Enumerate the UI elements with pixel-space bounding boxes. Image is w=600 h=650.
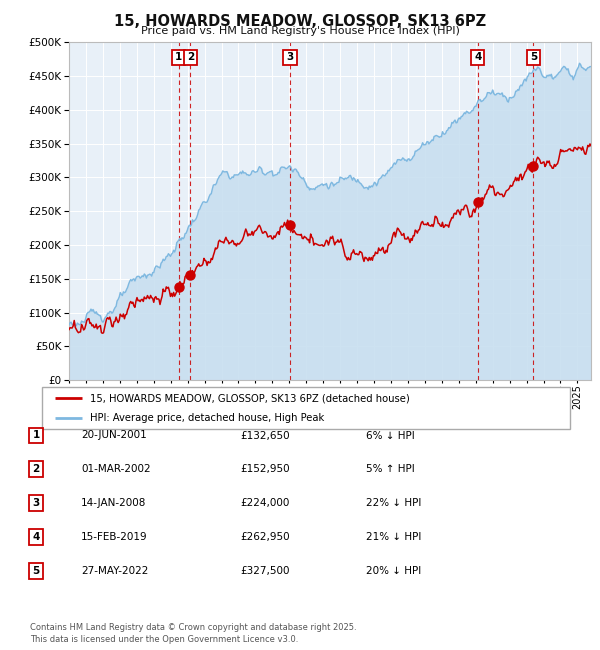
Text: £152,950: £152,950	[240, 464, 290, 474]
Text: 20% ↓ HPI: 20% ↓ HPI	[366, 566, 421, 576]
Text: Contains HM Land Registry data © Crown copyright and database right 2025.: Contains HM Land Registry data © Crown c…	[30, 623, 356, 632]
Text: 15-FEB-2019: 15-FEB-2019	[81, 532, 148, 542]
Text: 2: 2	[187, 53, 194, 62]
Text: 14-JAN-2008: 14-JAN-2008	[81, 498, 146, 508]
Text: £327,500: £327,500	[240, 566, 290, 576]
Text: 1: 1	[175, 53, 182, 62]
Text: 22% ↓ HPI: 22% ↓ HPI	[366, 498, 421, 508]
Text: Price paid vs. HM Land Registry's House Price Index (HPI): Price paid vs. HM Land Registry's House …	[140, 26, 460, 36]
Text: 5: 5	[530, 53, 537, 62]
Text: 4: 4	[474, 53, 481, 62]
Text: 3: 3	[32, 498, 40, 508]
Text: 15, HOWARDS MEADOW, GLOSSOP, SK13 6PZ: 15, HOWARDS MEADOW, GLOSSOP, SK13 6PZ	[114, 14, 486, 29]
Text: 2: 2	[32, 464, 40, 474]
Text: HPI: Average price, detached house, High Peak: HPI: Average price, detached house, High…	[89, 413, 324, 423]
Text: 20-JUN-2001: 20-JUN-2001	[81, 430, 147, 441]
Text: £224,000: £224,000	[240, 498, 289, 508]
Text: £262,950: £262,950	[240, 532, 290, 542]
Text: 5: 5	[32, 566, 40, 576]
Text: 01-MAR-2002: 01-MAR-2002	[81, 464, 151, 474]
Text: This data is licensed under the Open Government Licence v3.0.: This data is licensed under the Open Gov…	[30, 634, 298, 644]
Text: 4: 4	[32, 532, 40, 542]
Text: 5% ↑ HPI: 5% ↑ HPI	[366, 464, 415, 474]
Text: 6% ↓ HPI: 6% ↓ HPI	[366, 430, 415, 441]
Text: 1: 1	[32, 430, 40, 441]
Text: £132,650: £132,650	[240, 430, 290, 441]
Text: 15, HOWARDS MEADOW, GLOSSOP, SK13 6PZ (detached house): 15, HOWARDS MEADOW, GLOSSOP, SK13 6PZ (d…	[89, 393, 409, 403]
Text: 3: 3	[286, 53, 293, 62]
Text: 27-MAY-2022: 27-MAY-2022	[81, 566, 148, 576]
Text: 21% ↓ HPI: 21% ↓ HPI	[366, 532, 421, 542]
